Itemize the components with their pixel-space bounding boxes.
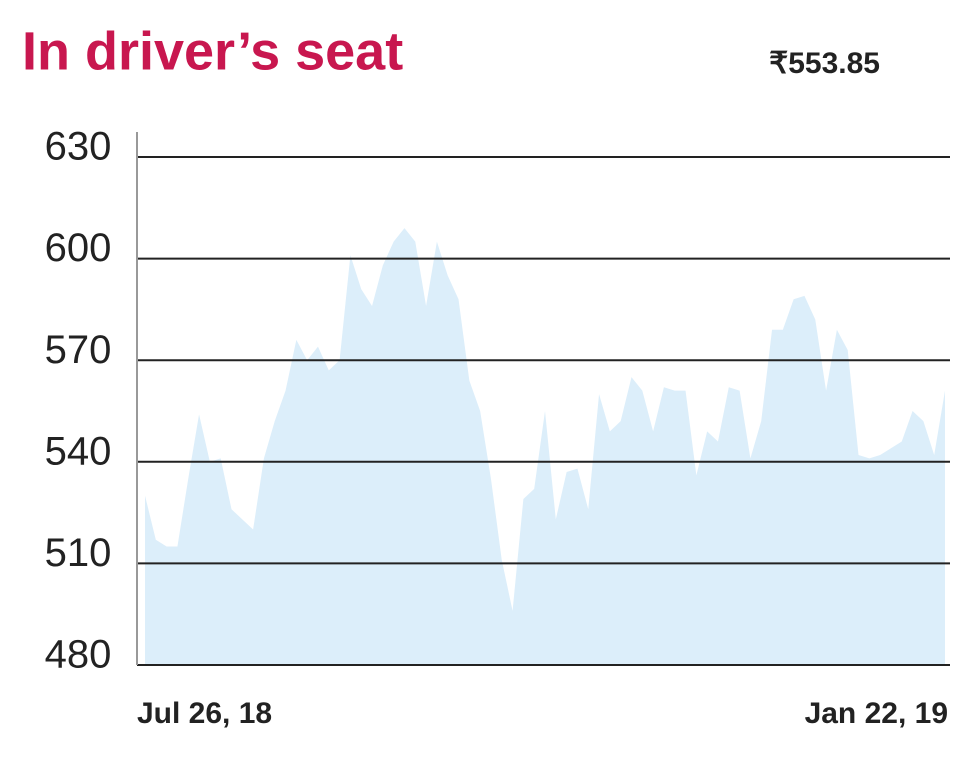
chart-title: In driver’s seat [22,21,403,81]
y-tick-label: 570 [45,328,112,372]
y-tick-label: 630 [45,125,112,169]
y-tick-label: 510 [45,531,112,575]
annotation: ₹553.85 [769,47,880,80]
y-tick-label: 480 [45,633,112,677]
y-tick-label: 600 [45,226,112,270]
y-tick-label: 540 [45,429,112,473]
area [145,228,945,665]
x-tick-label: Jul 26, 18 [137,697,272,730]
x-tick-label: Jan 22, 19 [805,697,948,730]
